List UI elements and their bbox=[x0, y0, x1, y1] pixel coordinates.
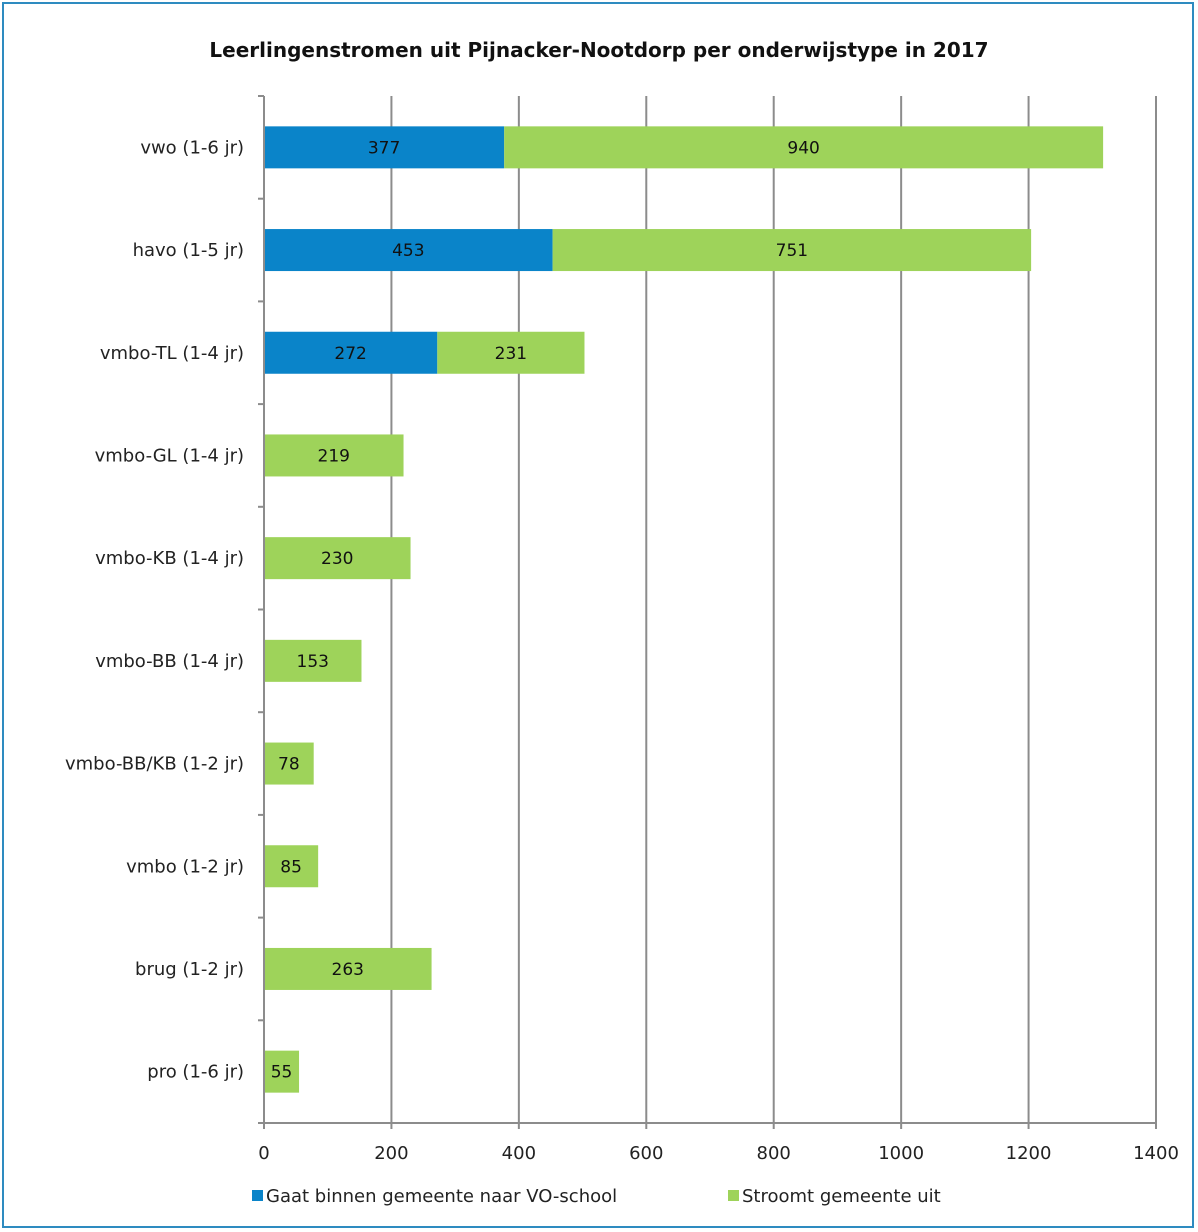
bar-segment bbox=[264, 537, 411, 580]
bar-segment bbox=[264, 1050, 300, 1093]
data-label: 153 bbox=[297, 652, 329, 672]
data-label: 231 bbox=[495, 344, 527, 364]
data-label: 751 bbox=[776, 241, 808, 261]
data-label: 272 bbox=[334, 344, 366, 364]
bar-segment bbox=[264, 434, 404, 477]
bar-segment bbox=[264, 845, 319, 888]
data-label: 230 bbox=[321, 549, 353, 569]
data-label: 85 bbox=[280, 857, 302, 877]
category-label: vmbo-KB (1-4 jr) bbox=[95, 548, 244, 569]
bar-segment bbox=[504, 126, 1104, 169]
x-tick-label: 0 bbox=[258, 1143, 269, 1164]
category-label: vwo (1-6 jr) bbox=[140, 137, 244, 158]
x-tick-label: 600 bbox=[629, 1143, 663, 1164]
data-label: 263 bbox=[332, 960, 364, 980]
data-label: 940 bbox=[787, 138, 819, 158]
bar-segment bbox=[264, 639, 362, 682]
bar-segment bbox=[264, 126, 505, 169]
x-tick-label: 800 bbox=[757, 1143, 791, 1164]
x-tick-label: 1400 bbox=[1133, 1143, 1179, 1164]
category-label: brug (1-2 jr) bbox=[135, 959, 244, 980]
category-label: pro (1-6 jr) bbox=[147, 1062, 244, 1083]
category-label: havo (1-5 jr) bbox=[133, 240, 244, 261]
x-tick-label: 1000 bbox=[878, 1143, 924, 1164]
legend: Gaat binnen gemeente naar VO-school Stroo… bbox=[252, 1186, 941, 1207]
bar-segment bbox=[264, 229, 553, 272]
category-label: vmbo (1-2 jr) bbox=[126, 856, 244, 877]
bars bbox=[264, 126, 1104, 1093]
data-label: 453 bbox=[392, 241, 424, 261]
labels: 0 200 400 600 800 1000 1200 1400 vwo (1-6 jr) 377… bbox=[65, 137, 1179, 1164]
bar-segment bbox=[552, 229, 1032, 272]
category-label: vmbo-GL (1-4 jr) bbox=[95, 445, 244, 466]
legend-swatch bbox=[252, 1190, 263, 1201]
bar-segment bbox=[264, 331, 438, 374]
x-tick-label: 200 bbox=[374, 1143, 408, 1164]
chart-title: Leerlingenstromen uit Pijnacker-Nootdorp… bbox=[209, 38, 989, 62]
bar-segment bbox=[437, 331, 585, 374]
bar-segment bbox=[264, 947, 432, 990]
category-label: vmbo-BB (1-4 jr) bbox=[95, 651, 244, 672]
x-tick-label: 1200 bbox=[1006, 1143, 1052, 1164]
data-label: 55 bbox=[271, 1063, 293, 1083]
data-label: 377 bbox=[368, 138, 400, 158]
x-tick-label: 400 bbox=[502, 1143, 536, 1164]
axes bbox=[258, 95, 1157, 1129]
category-label: vmbo-TL (1-4 jr) bbox=[100, 343, 244, 364]
legend-label: Gaat binnen gemeente naar VO-school bbox=[266, 1186, 617, 1207]
category-label: vmbo-BB/KB (1-2 jr) bbox=[65, 754, 244, 775]
data-label: 219 bbox=[318, 446, 350, 466]
legend-swatch bbox=[728, 1190, 739, 1201]
legend-label: Stroomt gemeente uit bbox=[742, 1186, 941, 1207]
data-label: 78 bbox=[278, 755, 300, 775]
bar-segment bbox=[264, 742, 314, 785]
